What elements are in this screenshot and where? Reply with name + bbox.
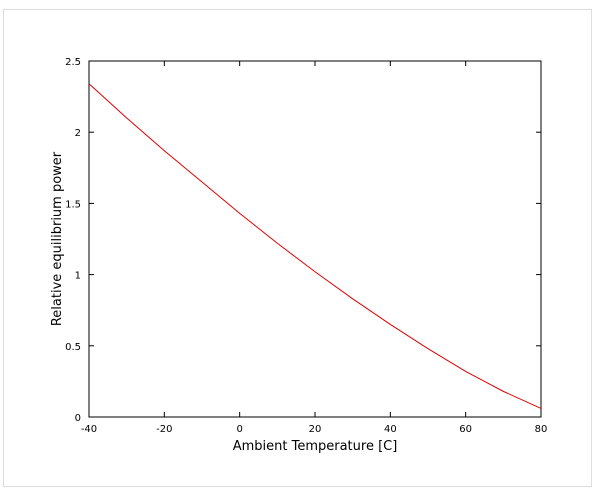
x-tick-label: 0	[236, 424, 242, 435]
x-axis-ticks: -40 -20 0 20 40 60 80	[81, 61, 548, 435]
x-tick-label: -40	[81, 424, 97, 435]
y-axis-ticks: 0 0.5 1 1.5 2 2.5	[65, 57, 541, 424]
y-tick-label: 0.5	[65, 342, 81, 353]
y-tick-label: 1	[75, 271, 81, 282]
x-tick-label: 80	[535, 424, 548, 435]
y-tick-label: 2	[75, 128, 81, 139]
x-axis-label: Ambient Temperature [C]	[233, 439, 398, 454]
y-tick-label: 1.5	[65, 199, 81, 210]
y-tick-label: 2.5	[65, 57, 81, 68]
y-axis-label: Relative equilibrium power	[50, 151, 65, 326]
series-layer	[88, 83, 542, 409]
x-tick-label: 40	[384, 424, 397, 435]
x-tick-label: 60	[459, 424, 472, 435]
series-line	[88, 83, 542, 409]
y-tick-label: 0	[75, 413, 81, 424]
chart-frame	[3, 9, 592, 487]
x-tick-label: -20	[156, 424, 172, 435]
x-tick-label: 20	[309, 424, 322, 435]
plot-area	[88, 60, 542, 418]
